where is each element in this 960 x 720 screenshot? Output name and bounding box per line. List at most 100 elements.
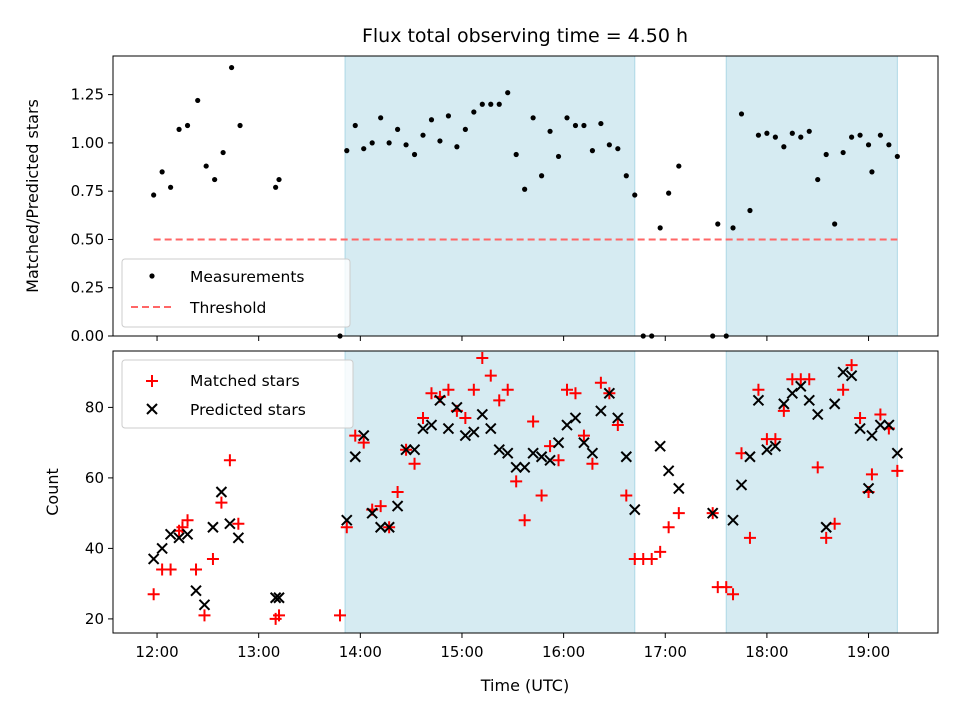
measurement-point <box>572 122 579 129</box>
predicted-star-point <box>891 447 904 459</box>
predicted-star-point <box>417 422 429 435</box>
measurement-point <box>462 126 468 132</box>
bottom-y-ticks: 20 40 60 80 <box>85 398 113 628</box>
predicted-star-point <box>459 429 472 442</box>
matched-star-point <box>561 383 574 396</box>
y-tick-label: 0.25 <box>71 279 104 297</box>
predicted-star-point <box>866 429 878 442</box>
measurement-point <box>273 184 279 190</box>
matched-star-point <box>854 411 867 424</box>
predicted-star-point <box>190 584 202 597</box>
predicted-star-point <box>837 366 849 378</box>
matched-star-point <box>552 454 565 467</box>
measurement-point <box>877 132 884 138</box>
measurement-point <box>361 146 367 152</box>
measurement-point <box>403 142 409 148</box>
predicted-star-point <box>828 398 841 410</box>
matched-star-point <box>811 461 824 474</box>
measurement-point <box>212 176 218 183</box>
matched-star-point <box>459 411 472 424</box>
predicted-star-point <box>786 387 799 400</box>
matched-star-point <box>803 373 816 386</box>
predicted-star-point <box>662 465 675 477</box>
y-tick-label: 0.75 <box>71 182 104 200</box>
matched-star-point <box>374 500 387 513</box>
measurement-point <box>411 151 418 158</box>
x-tick-label: 12:00 <box>135 643 178 661</box>
predicted-star-point <box>735 479 748 491</box>
matched-star-point <box>215 496 228 509</box>
measurement-point <box>815 176 821 183</box>
measurement-point <box>581 122 587 129</box>
matched-star-point <box>340 521 353 534</box>
matched-star-point <box>662 521 675 534</box>
measurement-point <box>798 134 804 140</box>
predicted-star-point <box>820 521 832 533</box>
y-tick-label: 0.50 <box>71 230 104 248</box>
matched-star-point <box>425 387 438 400</box>
bottom-x-ticks: 12:00 13:00 14:00 15:00 16:00 17:00 18:00 19:00 <box>135 633 890 661</box>
matched-star-point <box>232 517 245 530</box>
x-tick-label: 14:00 <box>339 643 382 661</box>
predicted-star-point <box>215 486 228 498</box>
predicted-star-point <box>744 451 756 463</box>
x-tick-label: 17:00 <box>644 643 687 661</box>
predicted-star-point <box>552 436 565 449</box>
predicted-star-point <box>569 412 582 424</box>
measurement-point <box>781 144 787 150</box>
predicted-star-point <box>673 482 685 495</box>
predicted-star-point <box>795 380 807 392</box>
measurement-point <box>479 101 485 107</box>
top-panel: 0.00 0.25 0.50 0.75 1.00 1.25 Matched/Predict… <box>23 55 939 345</box>
measurement-point <box>869 169 875 175</box>
top-y-axis-label: Matched/Predicted stars <box>23 99 42 293</box>
measurement-point <box>598 120 604 127</box>
predicted-star-point <box>198 599 211 611</box>
measurement-point <box>420 132 426 138</box>
bottom-legend-frame <box>121 359 354 429</box>
predicted-star-points <box>147 366 904 611</box>
predicted-star-point <box>425 419 438 431</box>
predicted-star-point <box>476 408 489 421</box>
y-tick-label: 0.00 <box>71 327 104 345</box>
matched-star-point <box>845 359 858 372</box>
measurement-point <box>764 130 770 136</box>
predicted-star-point <box>544 454 556 466</box>
bottom-legend-label-matched: Matched stars <box>190 372 300 390</box>
predicted-star-point <box>561 419 573 431</box>
measurement-points <box>151 64 900 339</box>
measurement-point <box>513 151 519 158</box>
predicted-star-point <box>845 369 858 382</box>
matched-star-points <box>147 352 904 625</box>
matched-star-point <box>198 609 211 622</box>
measurement-point <box>176 126 182 132</box>
predicted-star-point <box>527 447 539 459</box>
predicted-star-point <box>874 419 887 431</box>
predicted-star-point <box>269 592 282 604</box>
predicted-star-point <box>383 521 395 533</box>
measurement-point <box>530 115 536 121</box>
matched-star-point <box>720 581 733 594</box>
matched-star-point <box>654 545 667 558</box>
predicted-star-point <box>803 394 815 407</box>
measurement-point <box>220 149 226 156</box>
measurement-point <box>151 192 157 198</box>
top-x-ticks <box>156 336 870 341</box>
x-axis-label: Time (UTC) <box>480 676 569 695</box>
bottom-y-axis-label: Count <box>43 468 62 516</box>
predicted-star-point <box>156 542 168 555</box>
top-legend-label-threshold: Threshold <box>189 299 266 317</box>
x-tick-label: 13:00 <box>237 643 280 661</box>
predicted-star-point <box>468 426 480 438</box>
measurement-point <box>378 115 384 121</box>
predicted-star-point <box>612 412 624 424</box>
measurement-point <box>195 97 201 104</box>
predicted-star-point <box>603 387 616 400</box>
measurement-point <box>676 163 682 169</box>
top-shaded-intervals <box>344 55 898 337</box>
matched-star-point <box>190 563 203 576</box>
matched-star-point <box>645 552 658 565</box>
measurement-point <box>538 173 545 179</box>
predicted-star-point <box>629 503 641 516</box>
